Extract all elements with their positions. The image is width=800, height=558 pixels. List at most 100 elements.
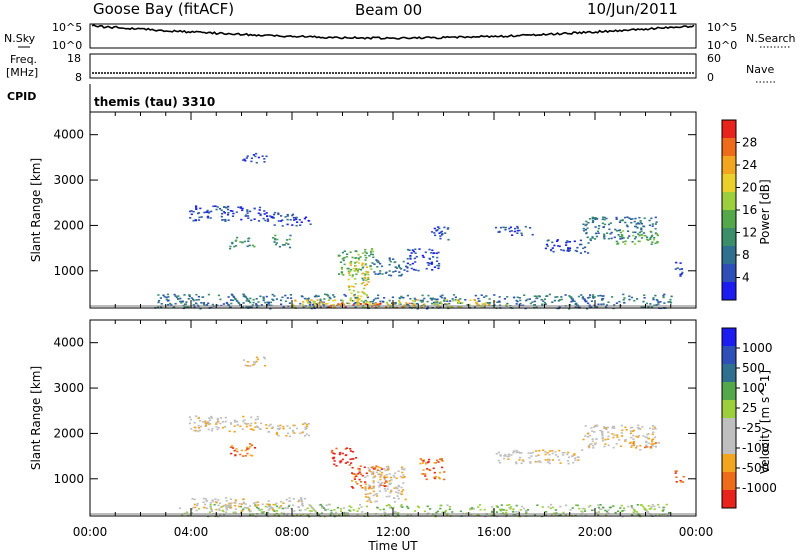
data-cell [389, 476, 392, 479]
data-cell [443, 511, 446, 513]
data-cell [230, 299, 233, 301]
data-cell [577, 459, 580, 461]
data-cell [406, 248, 410, 251]
data-cell [206, 422, 209, 424]
data-cell [357, 295, 360, 297]
data-cell [211, 303, 214, 306]
data-cell [399, 301, 402, 304]
data-cell [645, 510, 648, 513]
data-cell [400, 491, 403, 493]
data-cell [576, 246, 579, 249]
data-cell [193, 429, 196, 432]
data-cell [379, 483, 382, 485]
data-cell [329, 297, 332, 300]
nave-tick-high: 60 [707, 52, 721, 65]
data-cell [559, 514, 562, 516]
data-cell [652, 297, 655, 299]
data-cell [269, 304, 272, 307]
data-cell [461, 302, 464, 304]
data-cell [364, 489, 367, 491]
data-cell [392, 271, 395, 273]
data-cell [367, 467, 370, 469]
data-cell [548, 450, 551, 452]
data-cell [252, 301, 255, 304]
data-cell [271, 426, 275, 428]
data-cell [388, 299, 391, 302]
data-cell [642, 232, 646, 234]
data-cell [383, 478, 386, 481]
data-cell [631, 426, 634, 429]
data-cell [303, 217, 306, 220]
data-cell [435, 252, 438, 255]
data-cell [362, 281, 365, 284]
data-cell [308, 434, 311, 437]
data-cell [650, 514, 653, 517]
data-cell [200, 216, 203, 218]
data-cell [569, 509, 572, 511]
data-cell [375, 465, 378, 467]
data-cell [621, 429, 624, 432]
data-cell [255, 152, 258, 155]
data-cell [307, 423, 310, 425]
data-cell [439, 458, 442, 460]
data-cell [351, 256, 354, 259]
colorbar-cell [722, 174, 736, 192]
data-cell [264, 219, 267, 222]
data-cell [365, 270, 368, 273]
data-cell [342, 507, 346, 509]
data-cell [253, 245, 256, 248]
data-cell [589, 306, 592, 308]
data-cell [341, 301, 344, 303]
data-cell [319, 298, 322, 301]
data-cell [227, 212, 230, 214]
data-cell [394, 510, 397, 513]
data-cell [546, 452, 549, 454]
data-cell [359, 465, 362, 467]
data-cell [422, 460, 425, 462]
data-cell [269, 506, 272, 509]
data-cell [359, 256, 362, 258]
data-cell [281, 225, 284, 227]
data-cell [390, 489, 393, 492]
data-cell [211, 499, 214, 501]
data-cell [512, 508, 515, 511]
data-cell [253, 447, 257, 449]
data-cell [558, 449, 561, 452]
data-cell [356, 510, 359, 512]
data-cell [257, 504, 260, 506]
data-cell [642, 300, 645, 303]
data-cell [341, 458, 344, 461]
data-cell [581, 507, 584, 510]
data-cell [640, 222, 643, 225]
data-cell [573, 453, 576, 455]
data-cell [465, 512, 468, 515]
data-cell [226, 302, 229, 305]
data-cell [476, 303, 479, 306]
data-cell [452, 299, 455, 302]
data-cell [424, 462, 428, 465]
data-cell [588, 296, 591, 299]
data-cell [611, 296, 614, 298]
data-cell [597, 504, 600, 506]
data-cell [519, 299, 522, 302]
data-cell [587, 506, 590, 508]
data-cell [225, 511, 228, 514]
data-cell [354, 296, 357, 299]
data-cell [364, 302, 368, 304]
data-cell [526, 298, 529, 301]
data-cell [354, 306, 357, 309]
data-cell [349, 251, 352, 253]
data-cell [294, 300, 297, 302]
data-cell [635, 447, 638, 449]
data-cell [280, 215, 283, 217]
data-cell [370, 249, 373, 251]
data-cell [581, 449, 584, 451]
data-cell [219, 298, 222, 301]
data-cell [388, 495, 391, 498]
data-cell [261, 512, 264, 514]
data-cell [447, 238, 450, 241]
data-cell [503, 298, 506, 300]
data-cell [280, 500, 283, 503]
data-cell [358, 504, 362, 506]
